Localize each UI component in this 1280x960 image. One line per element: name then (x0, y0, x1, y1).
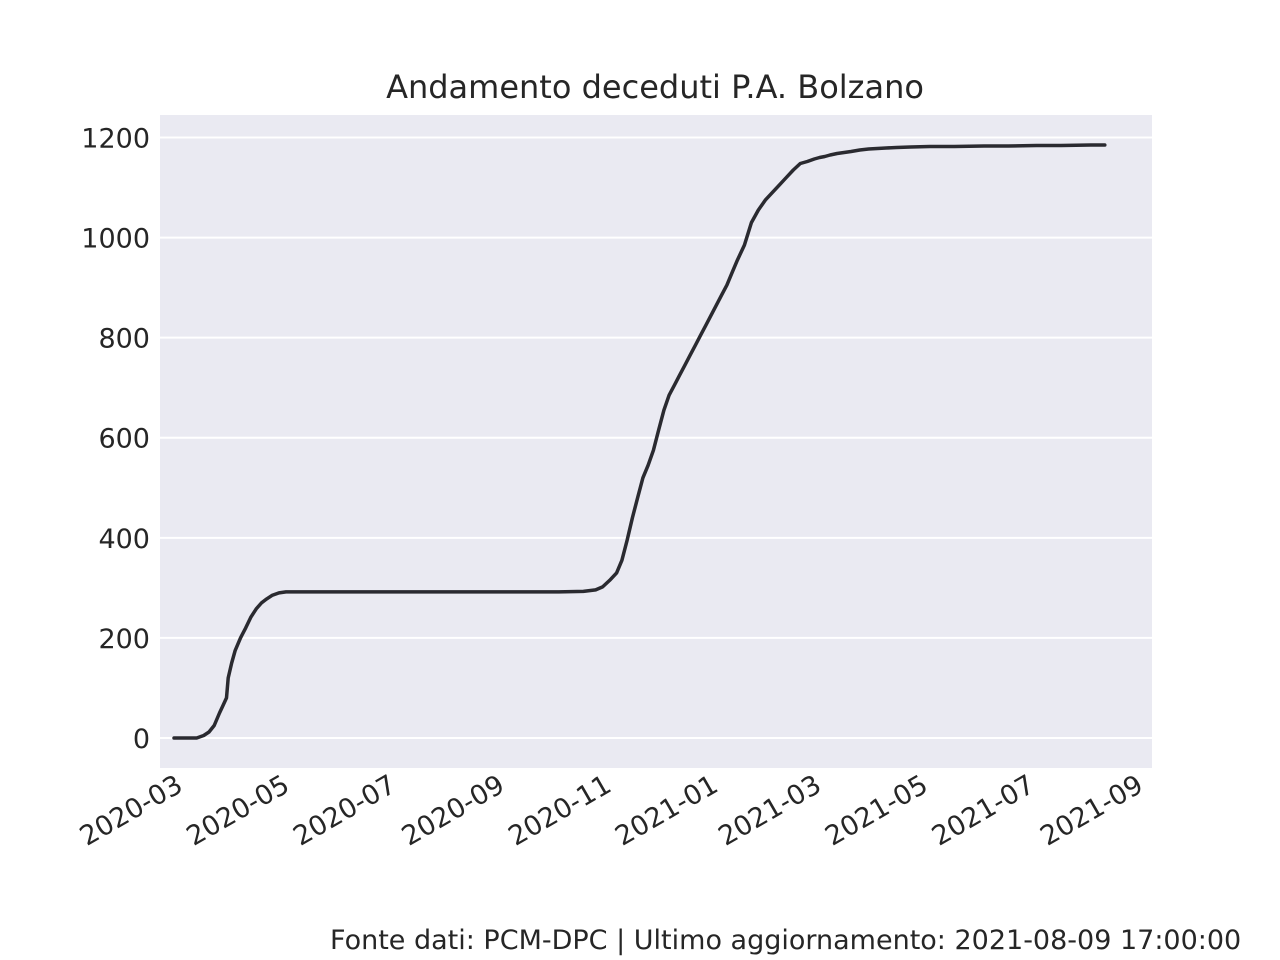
y-tick-label: 800 (98, 324, 150, 355)
y-tick-label: 1200 (81, 124, 150, 155)
x-tick-label: 2021-07 (927, 769, 1040, 852)
y-axis-ticks: 0 200 400 600 800 1000 1200 (81, 124, 150, 755)
x-tick-label: 2021-05 (820, 769, 933, 852)
series-layer (172, 143, 1107, 740)
series-line (172, 143, 1107, 740)
x-tick-label: 2020-07 (288, 769, 401, 852)
chart-title: Andamento deceduti P.A. Bolzano (386, 68, 924, 106)
data-source-footer: Fonte dati: PCM-DPC | Ultimo aggiornamen… (330, 925, 1242, 956)
grid-lines (160, 136, 1152, 739)
x-tick-label: 2020-05 (182, 769, 295, 852)
x-tick-label: 2020-03 (75, 769, 188, 852)
y-tick-label: 400 (98, 524, 150, 555)
y-tick-label: 1000 (81, 224, 150, 255)
x-tick-label: 2021-03 (713, 769, 826, 852)
x-tick-label: 2020-11 (503, 769, 616, 852)
y-tick-label: 0 (133, 724, 150, 755)
x-tick-label: 2021-09 (1035, 769, 1148, 852)
x-axis-ticks: 2020-032020-052020-072020-092020-112021-… (75, 769, 1149, 852)
x-tick-label: 2020-09 (397, 769, 510, 852)
x-tick-label: 2021-01 (610, 769, 723, 852)
y-tick-label: 600 (98, 424, 150, 455)
y-tick-label: 200 (98, 624, 150, 655)
